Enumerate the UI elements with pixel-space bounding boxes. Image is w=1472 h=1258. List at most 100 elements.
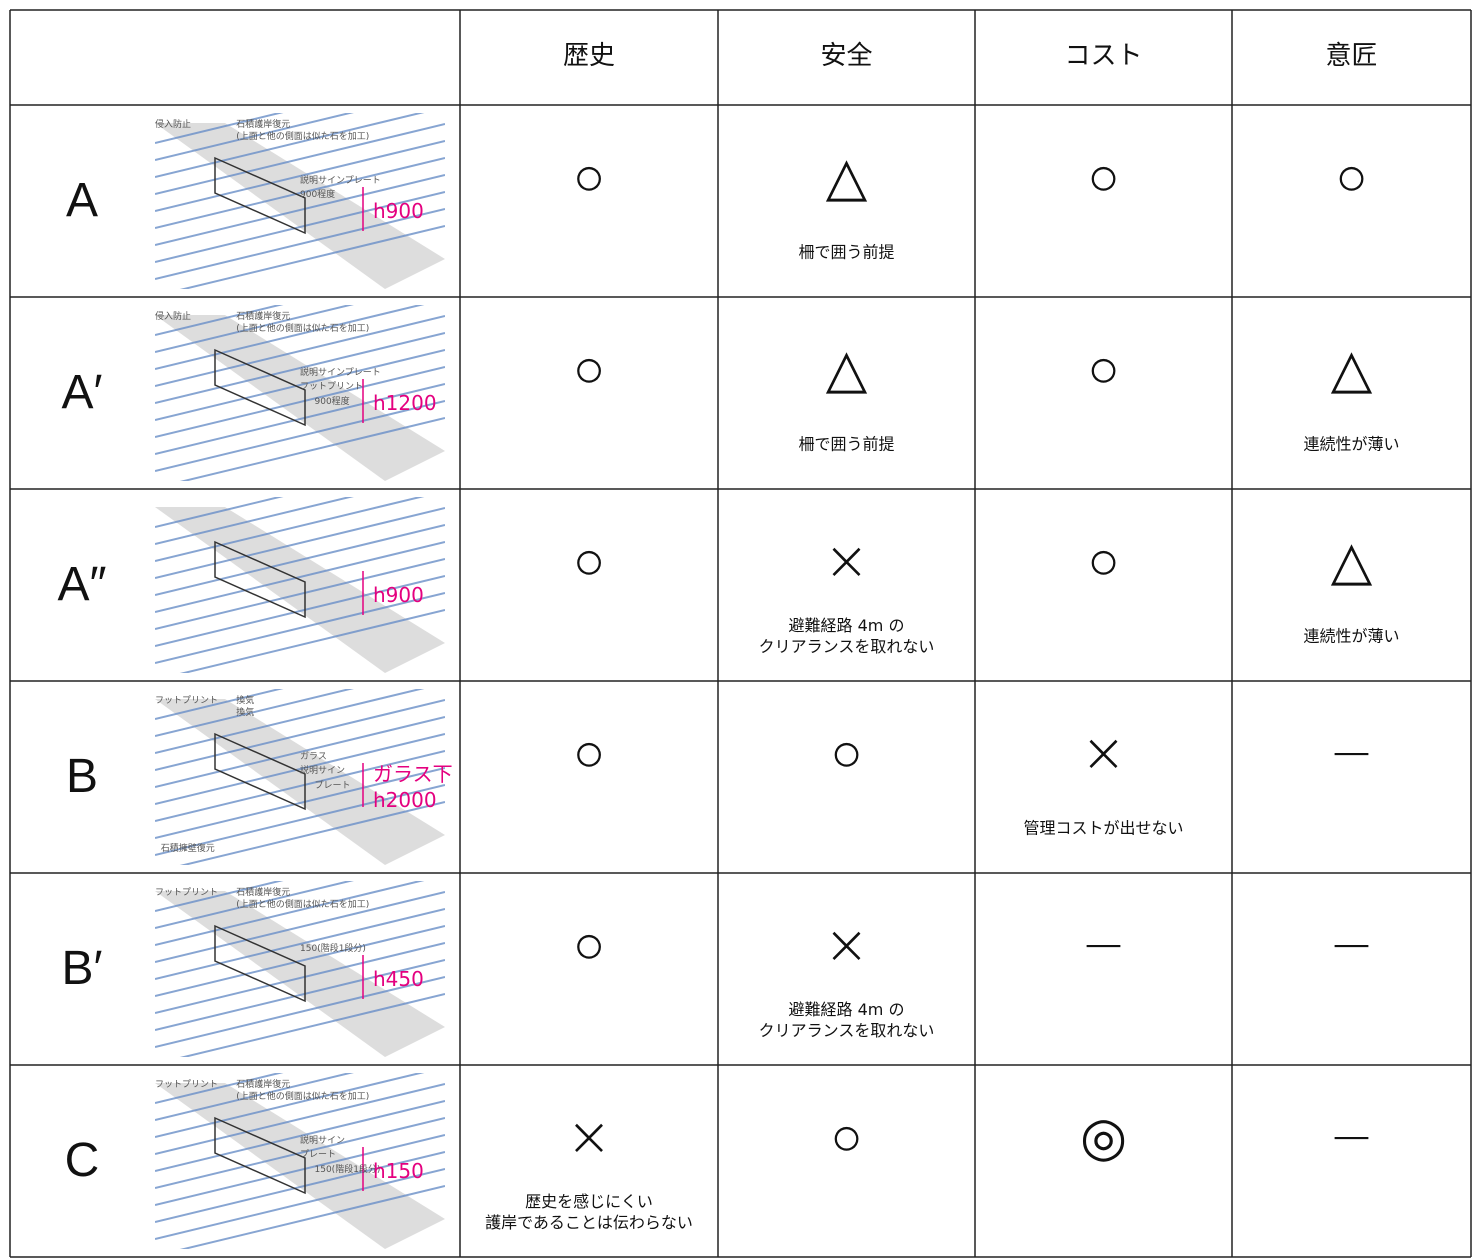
sketch-stripe (155, 113, 354, 161)
row-label: A″ (57, 557, 107, 611)
sketch-stripe (155, 497, 425, 562)
rating-note: 連続性が薄い (1303, 434, 1400, 454)
sketch-note: 900程度 (314, 396, 350, 407)
sketch-stripe (155, 784, 445, 856)
sketch-stripe (155, 497, 354, 545)
sketch-note: (上面と他の側面は似た石を加工) (236, 132, 370, 143)
rating-note: 柵で囲う前提 (798, 242, 895, 262)
sketch-box (214, 348, 306, 427)
sketch-note: 換気 (236, 708, 255, 719)
sketch-band (155, 123, 445, 289)
row-label: B′ (61, 941, 103, 995)
rating-mark: △ (1330, 337, 1373, 400)
height-label: h900 (373, 199, 424, 223)
sketch-note: 石積護岸復元 (236, 1080, 291, 1091)
rating-note: 柵で囲う前提 (798, 434, 895, 454)
rating-mark: ○ (830, 1105, 863, 1168)
sketch-stripe (155, 191, 445, 263)
height-label: ガラス下 h2000 (373, 762, 453, 812)
sketch-note: ガラス (300, 752, 327, 763)
sketch-note: 換気 (236, 696, 255, 707)
sketch-band (155, 699, 445, 865)
sketch-note: 石積護岸復元 (236, 888, 291, 899)
sketch-note: プレート (314, 780, 351, 791)
rating-note: 連続性が薄い (1303, 626, 1400, 646)
sketch-note: フットプリント (155, 1080, 219, 1091)
row-label: C (64, 1133, 100, 1187)
sketch-stripe (155, 689, 284, 720)
rating-mark: ○ (1087, 145, 1120, 208)
rating-mark: × (1080, 721, 1127, 784)
sketch-note: 侵入防止 (155, 312, 192, 323)
rating-mark: × (566, 1105, 612, 1168)
sketch-stripe (155, 305, 354, 353)
rating-note: 歴史を感じにくい 護岸であることは伝わらない (485, 1192, 693, 1232)
rating-mark: ○ (830, 721, 863, 784)
sketch-stripe (155, 157, 445, 229)
sketch-stripe (155, 305, 425, 370)
sketch-stripe (155, 174, 445, 246)
sketch-stripe (155, 942, 445, 1014)
sketch-stripe (155, 1117, 445, 1189)
rating-mark: ○ (1087, 337, 1120, 400)
sketch-box (214, 540, 306, 619)
sketch-box (214, 732, 306, 811)
sketch-note: フットプリント (155, 696, 219, 707)
rating-note: 避難経路 4m の クリアランスを取れない (758, 616, 935, 656)
sketch-note: (上面と他の側面は似た石を加工) (236, 900, 370, 911)
sketch-note: 説明サインプレート (300, 176, 381, 187)
rating-mark: × (823, 529, 870, 592)
sketch-stripe (155, 1151, 445, 1223)
sketch-note: 説明サイン (300, 766, 346, 777)
sketch-stripe (155, 1168, 445, 1240)
sketch-stripe (179, 1185, 445, 1249)
sketch-stripe (155, 767, 445, 839)
sketch-stripe (155, 750, 445, 822)
rating-mark: − (1328, 1105, 1375, 1168)
sketch-band (155, 315, 445, 481)
row-label: A (65, 173, 99, 227)
height-label: h1200 (373, 391, 437, 415)
rating-mark: ○ (572, 337, 606, 400)
sketch-note: (上面と他の側面は似た石を加工) (236, 324, 370, 335)
sketch-stripe (179, 225, 445, 289)
sketch-stripe (155, 1134, 445, 1206)
sketch-stripe (155, 689, 354, 737)
rating-note: 管理コストが出せない (1023, 818, 1184, 838)
sketch-stripe (155, 908, 445, 980)
sketch-stripe (155, 524, 445, 596)
sketch-stripe (155, 1083, 445, 1155)
sketch-band (155, 507, 445, 673)
sketch-stripe (155, 575, 445, 647)
sketch-stripe (155, 541, 445, 613)
sketch-stripe (155, 305, 284, 336)
sketch-stripe (155, 881, 425, 946)
sketch-box (214, 1116, 306, 1195)
sketch-note: 石積護岸復元 (236, 312, 291, 323)
sketch-stripe (155, 383, 445, 455)
sketch-stripe (155, 689, 425, 754)
row-label: A′ (61, 365, 103, 419)
sketch-stripe (155, 315, 445, 387)
sketch-stripe (155, 699, 445, 771)
sketch-stripe (155, 349, 445, 421)
rating-mark: ○ (572, 529, 606, 592)
sketch-stripe (179, 609, 445, 673)
sketch-stripe (155, 716, 445, 788)
rating-mark: × (823, 913, 870, 976)
rating-mark: ○ (572, 913, 606, 976)
sketch-note: 説明サイン (300, 1136, 346, 1147)
sketch-stripe (155, 208, 445, 280)
sketch-stripe (155, 507, 445, 579)
sketch-stripe (155, 400, 445, 472)
sketch-stripe (179, 993, 445, 1057)
sketch-stripe (155, 1100, 445, 1172)
rating-mark: △ (1330, 529, 1373, 592)
rating-mark: ○ (1087, 529, 1120, 592)
sketch-note: 石積護岸復元 (236, 120, 291, 131)
sketch-note: (上面と他の側面は似た石を加工) (236, 1092, 370, 1103)
sketch-stripe (155, 113, 425, 178)
column-header: 歴史 (562, 41, 616, 72)
